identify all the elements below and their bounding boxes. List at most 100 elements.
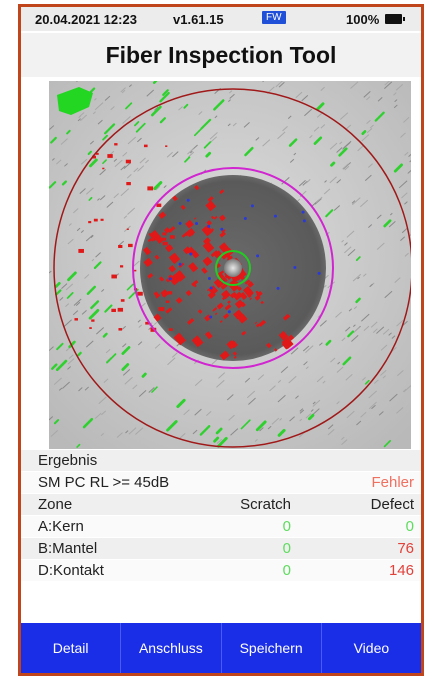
- table-header-row: Zone Scratch Defect: [21, 494, 421, 516]
- defect-mark: [188, 262, 199, 273]
- defect-mark: [249, 297, 252, 300]
- texture-streak: [371, 404, 376, 410]
- texture-streak: [62, 381, 70, 389]
- defect-mark: [185, 219, 194, 229]
- scratch-mark: [288, 138, 298, 147]
- texture-streak: [315, 196, 323, 203]
- texture-streak: [79, 188, 86, 194]
- defect-mark: [148, 232, 152, 236]
- defect-mark: [288, 334, 295, 341]
- bottom-toolbar: Detail Anschluss Speichern Video: [21, 623, 421, 673]
- texture-streak: [61, 283, 68, 290]
- texture-streak: [84, 274, 90, 279]
- texture-streak: [214, 115, 218, 119]
- texture-streak: [228, 99, 231, 102]
- defect-speck: [189, 252, 193, 256]
- defect-mark: [248, 294, 252, 298]
- texture-streak: [323, 188, 331, 195]
- defect-mark: [156, 203, 162, 207]
- standard-name: SM PC RL >= 45dB: [38, 474, 170, 491]
- scratch-mark: [56, 342, 64, 351]
- scratch-mark: [121, 346, 131, 355]
- scratch-mark: [325, 209, 334, 218]
- scratch-mark: [216, 436, 228, 448]
- texture-streak: [113, 158, 118, 162]
- scratch-mark: [153, 181, 163, 191]
- defect-mark: [232, 351, 238, 356]
- defect-mark: [173, 332, 186, 346]
- texture-streak: [58, 387, 63, 391]
- texture-streak: [398, 180, 408, 189]
- texture-streak: [370, 321, 378, 328]
- defect-mark: [213, 278, 223, 289]
- defect-mark: [191, 335, 204, 348]
- texture-streak: [167, 357, 176, 366]
- defect-mark: [207, 287, 211, 292]
- fiber-endface-view[interactable]: [49, 81, 411, 449]
- defect-mark: [185, 228, 196, 238]
- defect-mark: [237, 269, 247, 279]
- texture-streak: [77, 118, 81, 122]
- texture-streak: [363, 91, 371, 98]
- scratch-mark: [200, 118, 212, 130]
- firmware-badge: FW: [262, 11, 286, 24]
- texture-streak: [56, 159, 62, 165]
- battery-level: 100%: [346, 12, 380, 27]
- texture-streak: [126, 174, 132, 179]
- texture-streak: [120, 188, 130, 197]
- texture-streak: [303, 361, 308, 366]
- defect-mark: [118, 244, 123, 248]
- texture-streak: [280, 366, 289, 374]
- speichern-button[interactable]: Speichern: [222, 623, 322, 673]
- defect-mark: [233, 355, 237, 359]
- scratch-mark: [338, 147, 348, 157]
- defect-mark: [92, 155, 96, 159]
- defect-mark: [207, 196, 214, 202]
- defect-speck: [256, 254, 260, 258]
- texture-streak: [138, 390, 147, 397]
- defect-mark: [168, 252, 181, 265]
- texture-streak: [92, 111, 96, 115]
- texture-streak: [125, 430, 129, 434]
- defect-mark: [213, 215, 218, 220]
- texture-streak: [105, 349, 111, 354]
- scratch-mark: [82, 417, 94, 429]
- defect-mark: [169, 235, 175, 239]
- defect-mark: [155, 293, 161, 299]
- texture-streak: [382, 375, 386, 379]
- scratch-mark: [66, 292, 74, 299]
- texture-streak: [403, 385, 411, 393]
- texture-streak: [351, 335, 359, 342]
- texture-streak: [368, 224, 373, 228]
- defect-mark: [278, 330, 289, 341]
- scratch-mark: [106, 353, 117, 364]
- defect-count: 0: [405, 518, 414, 535]
- scratch-mark: [102, 134, 108, 141]
- defect-mark: [212, 307, 218, 312]
- device-frame: 20.04.2021 12:23 v1.61.15 FW 100% Fiber …: [18, 4, 424, 676]
- texture-streak: [376, 326, 385, 334]
- defect-mark: [205, 200, 217, 212]
- video-button[interactable]: Video: [353, 640, 390, 656]
- defect-mark: [233, 309, 244, 320]
- texture-streak: [368, 401, 377, 410]
- texture-streak: [67, 358, 75, 365]
- green-blob: [57, 87, 93, 115]
- texture-streak: [345, 373, 353, 381]
- anschluss-button[interactable]: Anschluss: [121, 623, 222, 673]
- defect-mark: [165, 145, 168, 147]
- defect-speck: [293, 265, 297, 269]
- defect-mark: [205, 237, 209, 241]
- texture-streak: [67, 366, 72, 370]
- detail-button[interactable]: Detail: [21, 623, 122, 673]
- defect-mark: [210, 250, 219, 258]
- texture-streak: [368, 390, 377, 399]
- defect-mark: [213, 250, 222, 259]
- defect-mark: [215, 263, 221, 269]
- defect-mark: [228, 340, 233, 346]
- texture-streak: [337, 361, 341, 365]
- texture-streak: [64, 163, 68, 167]
- scratch-mark: [50, 136, 57, 144]
- defect-mark: [134, 269, 137, 272]
- scratch-mark: [66, 129, 71, 135]
